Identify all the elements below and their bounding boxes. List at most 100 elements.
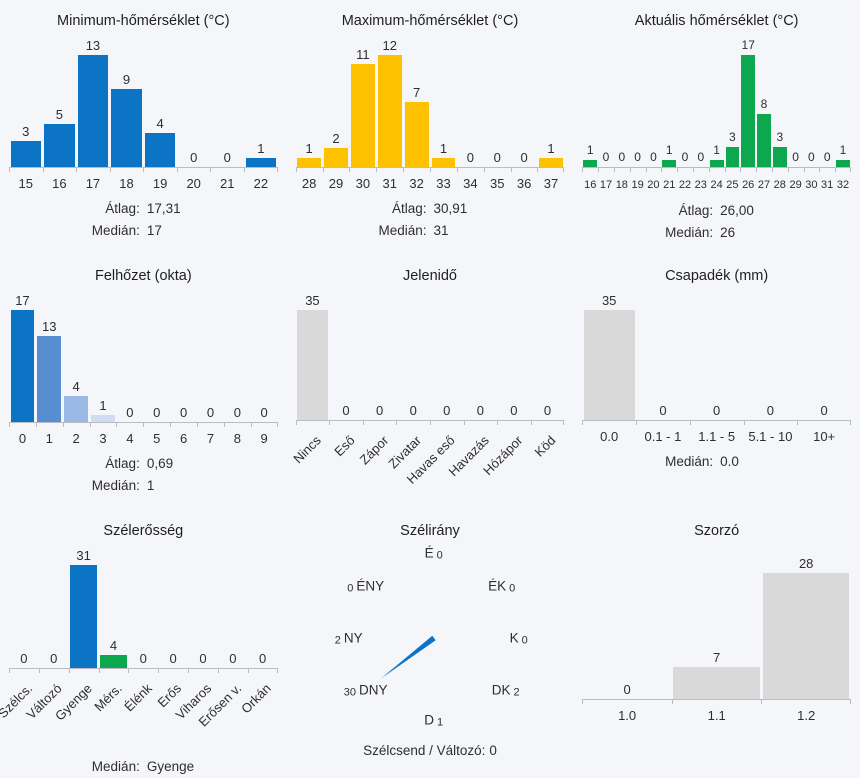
bar-value-label: 0 <box>618 150 626 164</box>
bar-value-label: 0 <box>808 150 815 164</box>
x-tick-label: 16 <box>584 179 597 191</box>
axis-tick <box>692 168 694 172</box>
axis-tick <box>9 669 10 673</box>
bar <box>662 160 677 167</box>
x-tick-label: 0.0 <box>600 429 619 444</box>
bar-column: 0 <box>511 35 538 167</box>
axis-tick <box>158 669 160 673</box>
stat-value: Gyenge <box>146 759 195 774</box>
stat-value: 31 <box>433 223 449 238</box>
plot-area: 35 0 0 0 0 <box>582 290 851 420</box>
bar-value-label: 0 <box>179 405 188 420</box>
bar-value-label: 13 <box>42 319 57 334</box>
bar-column: 0 <box>788 35 804 167</box>
bar-column: 1 <box>835 35 851 167</box>
x-tick-label: 19 <box>631 179 644 191</box>
bar-column: 0 <box>630 35 646 167</box>
bar <box>725 147 740 167</box>
stat-row: Medián: 31 <box>287 220 574 242</box>
axis-tick <box>708 168 710 172</box>
bar-value-label: 31 <box>76 548 91 563</box>
x-tick-label: Nincs <box>290 432 324 467</box>
stat-value: 26 <box>720 225 736 240</box>
x-tick-cell: 1.0 <box>582 707 672 724</box>
bar <box>144 133 176 167</box>
bar-column: 0 <box>819 35 835 167</box>
x-tick-cell: 20 <box>177 175 211 192</box>
x-tick-cell: 5.1 - 10 <box>744 428 798 445</box>
bar-column: 3 <box>9 35 43 167</box>
x-tick-label: 27 <box>757 179 771 191</box>
x-tick-label: 1.2 <box>797 708 816 723</box>
bar <box>37 336 62 422</box>
stat-label: Átlag: <box>105 456 140 471</box>
bar-column: 0 <box>396 290 430 420</box>
stat-row: Átlag: 17,31 <box>0 198 287 220</box>
compass-needle-icon <box>380 635 436 679</box>
bar-value-label: 0 <box>190 150 198 165</box>
axis-tick <box>761 700 763 704</box>
x-tick-cell: 21 <box>210 175 244 192</box>
axis-tick <box>677 168 679 172</box>
x-tick-cell: 2 <box>63 430 90 447</box>
axis-tick <box>849 421 851 425</box>
stat-row: Medián: 26 <box>573 222 860 244</box>
wind-dir-name: É <box>424 545 434 561</box>
axis-tick <box>68 669 70 673</box>
wind-dir-count: 2 <box>513 686 520 699</box>
wind-dir-name: ÉK <box>488 578 507 594</box>
bar-value-label: 0 <box>233 405 241 420</box>
axis-tick <box>456 168 458 172</box>
bar <box>77 55 109 167</box>
bar-column: 0 <box>251 290 278 422</box>
chart-title: Szélerősség <box>103 523 184 539</box>
x-tick-cell: 30 <box>803 175 819 194</box>
x-tick-label: 32 <box>836 179 850 191</box>
bar-value-label: 0 <box>139 651 147 666</box>
bar <box>709 160 724 167</box>
bar-column: 0 <box>582 553 672 699</box>
x-tick-label: 31 <box>821 179 834 191</box>
axis-tick <box>497 421 499 425</box>
bar-value-label: 1 <box>547 141 555 156</box>
wind-dir-name: DK <box>491 682 511 698</box>
bar-value-label: 0 <box>823 150 831 164</box>
bar-column: 7 <box>403 35 430 167</box>
x-tick-label: 33 <box>436 176 451 191</box>
axis-tick <box>349 168 351 172</box>
wind-dir-count: 2 <box>334 634 341 647</box>
bar <box>10 141 42 167</box>
bar-value-label: 17 <box>15 293 30 308</box>
bar <box>772 147 787 167</box>
x-tick-cell: 9 <box>251 430 278 447</box>
x-tick-labels: Nincs Eső Zápor Zivatar Havas eső Havazás Hózá… <box>290 428 565 502</box>
bar-value-label: 0 <box>623 682 631 697</box>
chart-title: Minimum-hőmérséklet (°C) <box>57 13 230 29</box>
x-tick-label: 1 <box>45 431 53 446</box>
bar-value-label: 5 <box>55 107 63 122</box>
bar-value-label: 0 <box>20 651 28 666</box>
bar <box>111 89 142 167</box>
chart-title: Szorzó <box>694 523 740 539</box>
bar-column: 8 <box>756 35 772 167</box>
axis-tick <box>582 700 584 704</box>
bar <box>297 158 322 167</box>
stat-value: 0.0 <box>720 454 739 469</box>
axis-tick <box>797 421 799 425</box>
axis-tick <box>276 423 278 427</box>
axis-tick <box>210 168 212 172</box>
bar-value-label: 1 <box>713 143 720 157</box>
bar-column: 1 <box>582 35 598 167</box>
bar <box>741 55 756 167</box>
x-tick-cell: 17 <box>598 175 614 194</box>
stat-value: 17,31 <box>146 201 181 216</box>
bar-value-label: 28 <box>798 556 814 571</box>
x-tick-label: 17 <box>599 179 613 191</box>
bar-column: 3 <box>725 35 741 167</box>
bar-column: 0 <box>363 290 397 420</box>
x-tick-cell: 1.1 <box>672 707 762 724</box>
x-tick-cell: 4 <box>116 430 143 447</box>
axis-tick <box>563 168 565 172</box>
x-axis <box>9 167 278 173</box>
x-tick-cell: 18 <box>110 175 144 192</box>
